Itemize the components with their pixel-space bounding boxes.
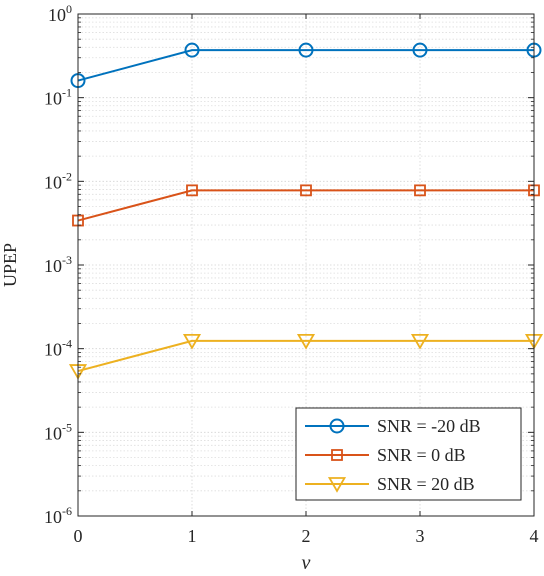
legend: SNR = -20 dB SNR = 0 dB SNR = 20 dB — [295, 407, 522, 501]
y-tick-base: 10 — [44, 256, 62, 276]
y-tick-exponent: -6 — [62, 504, 72, 518]
y-tick-label: 10-3 — [44, 253, 72, 276]
data-point — [412, 42, 428, 58]
data-point — [300, 184, 312, 197]
y-tick-label: 10-2 — [44, 169, 72, 192]
series-line — [77, 49, 534, 82]
y-tick-base: 10 — [44, 89, 62, 109]
y-tick-base: 10 — [44, 340, 62, 360]
legend-marker — [331, 449, 343, 461]
y-tick-base: 10 — [48, 5, 66, 25]
legend-label: SNR = -20 dB — [377, 416, 481, 436]
x-tick-label: 4 — [530, 526, 539, 546]
data-point — [296, 333, 316, 350]
y-tick-label: 100 — [48, 2, 72, 25]
y-tick-label: 10-5 — [44, 420, 72, 443]
data-point — [298, 42, 314, 58]
y-tick-exponent: -5 — [62, 420, 72, 434]
x-axis-label: v — [302, 552, 311, 574]
x-tick-labels: 0 1 2 3 4 — [74, 526, 539, 546]
data-point — [184, 42, 200, 58]
y-tick-base: 10 — [44, 507, 62, 527]
series-line — [77, 339, 534, 373]
data-point — [414, 184, 426, 197]
y-tick-label: 10-6 — [44, 504, 72, 527]
legend-marker — [329, 418, 345, 434]
y-tick-exponent: -4 — [62, 337, 72, 351]
data-point — [182, 333, 202, 350]
y-tick-exponent: 0 — [66, 2, 72, 16]
y-tick-exponent: -3 — [62, 253, 72, 267]
x-tick-label: 2 — [302, 526, 311, 546]
y-tick-label: 10-4 — [44, 337, 72, 360]
legend-label: SNR = 0 dB — [377, 445, 466, 465]
x-tick-label: 3 — [416, 526, 425, 546]
x-tick-label: 0 — [74, 526, 83, 546]
legend-marker — [327, 477, 347, 493]
data-point — [410, 333, 430, 350]
y-tick-exponent: -2 — [62, 169, 72, 183]
y-tick-label: 10-1 — [44, 86, 72, 109]
legend-label: SNR = 20 dB — [377, 474, 475, 494]
y-tick-base: 10 — [44, 423, 62, 443]
y-tick-exponent: -1 — [62, 86, 72, 100]
data-point — [186, 184, 198, 197]
ticks — [77, 13, 535, 517]
x-tick-label: 1 — [188, 526, 197, 546]
y-tick-base: 10 — [44, 172, 62, 192]
y-axis-label: UPEP — [0, 243, 20, 287]
series-line — [77, 189, 534, 222]
